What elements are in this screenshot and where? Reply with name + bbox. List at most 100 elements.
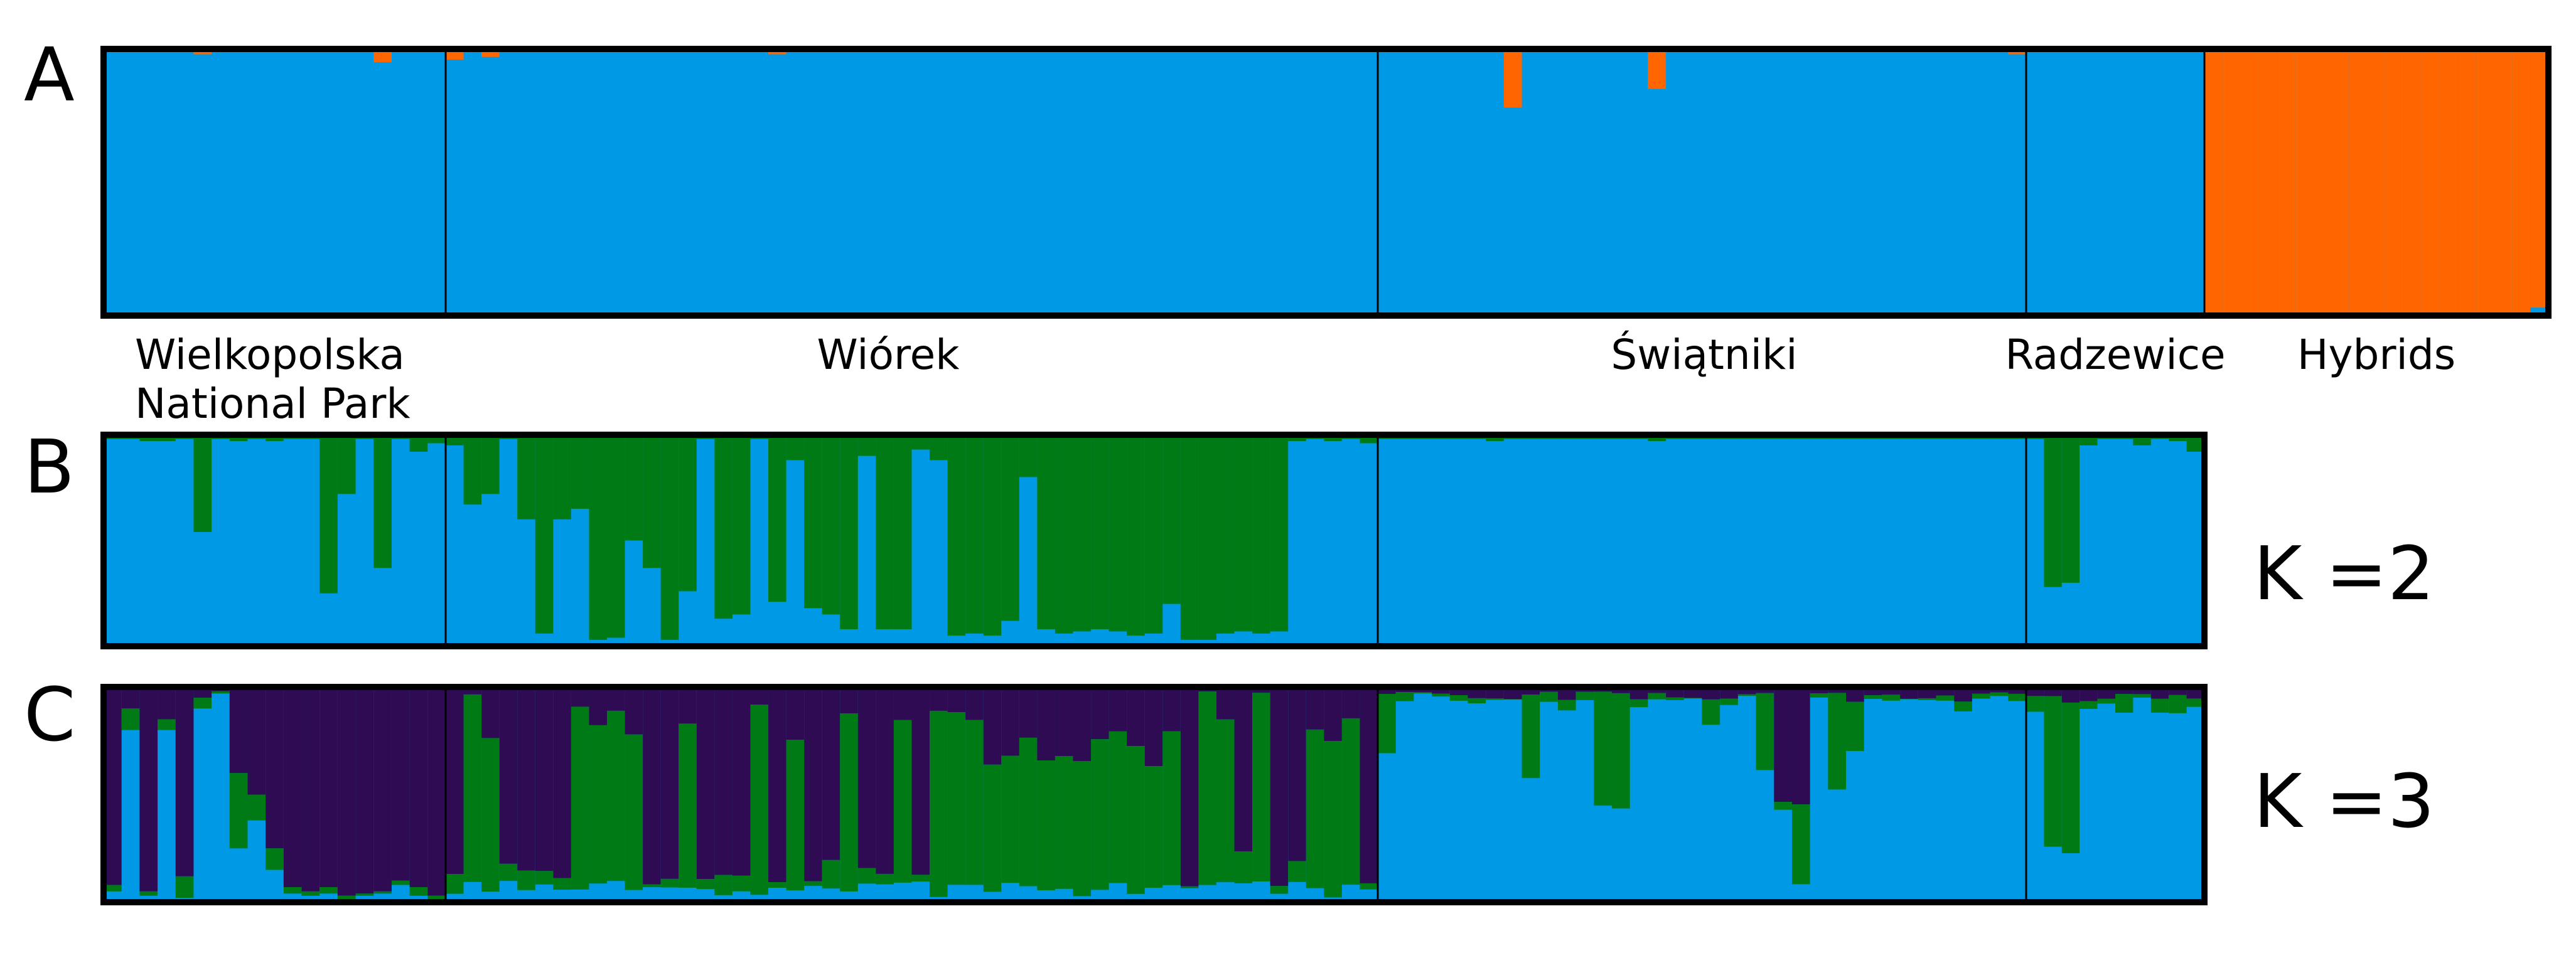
- bar-green: [1648, 435, 1666, 442]
- bar-blue: [193, 687, 212, 902]
- bar-blue: [1900, 687, 1919, 902]
- bar-green: [1162, 731, 1181, 885]
- bar-blue: [1918, 435, 1937, 646]
- bar-orange: [2494, 49, 2513, 313]
- bar-blue: [1612, 49, 1631, 316]
- bar-green: [1180, 886, 1199, 888]
- bar-blue: [158, 49, 176, 316]
- bar-green: [1629, 699, 1649, 708]
- bar-blue: [553, 49, 572, 316]
- bar-blue: [786, 49, 805, 316]
- bar-blue: [301, 49, 320, 316]
- bar-blue: [121, 435, 140, 646]
- bar-green: [355, 893, 374, 896]
- bar-green: [589, 725, 608, 884]
- bar-green: [607, 435, 626, 638]
- bar-green: [1108, 731, 1127, 883]
- bar-green: [104, 885, 122, 892]
- bar-blue: [1972, 687, 1991, 902]
- bar-blue: [1540, 687, 1559, 902]
- bar-blue: [1557, 687, 1577, 902]
- bar-green: [337, 435, 357, 494]
- bar-blue: [1540, 49, 1559, 316]
- bar-green: [373, 891, 392, 894]
- bar-green: [1073, 435, 1092, 632]
- bar-purple: [804, 687, 823, 881]
- bar-green: [1882, 695, 1901, 701]
- bar-purple: [158, 687, 176, 720]
- bar-green: [1162, 435, 1181, 604]
- bar-green: [2150, 698, 2169, 713]
- bar-blue: [1846, 49, 1865, 316]
- bar-blue: [1503, 435, 1523, 646]
- bar-green: [1180, 435, 1199, 640]
- bar-green: [1019, 737, 1038, 886]
- bar-blue: [1936, 687, 1955, 902]
- bar-blue: [1055, 49, 1074, 316]
- bar-green: [893, 720, 913, 883]
- bar-green: [930, 435, 948, 461]
- bar-orange: [2457, 49, 2477, 313]
- bar-green: [2061, 702, 2080, 854]
- bar-green: [679, 723, 697, 888]
- bar-blue: [1288, 435, 1307, 646]
- bar-blue: [2080, 687, 2098, 902]
- bar-purple: [1180, 687, 1199, 886]
- bar-blue: [2044, 49, 2063, 316]
- panel-b-plot: [100, 432, 2208, 649]
- bar-purple: [391, 687, 411, 881]
- bar-blue: [1954, 49, 1973, 316]
- bar-green: [1144, 766, 1163, 888]
- bar-purple: [571, 687, 590, 707]
- bar-blue: [911, 435, 930, 646]
- bar-blue: [2169, 435, 2187, 646]
- bar-blue: [319, 49, 338, 316]
- bar-blue: [1828, 435, 1847, 646]
- bar-green: [193, 435, 212, 533]
- bar-green: [893, 435, 913, 630]
- bar-green: [1972, 693, 1991, 699]
- bar-blue: [607, 49, 626, 316]
- bar-green: [1270, 886, 1289, 894]
- panel-c-plot: [100, 684, 2208, 905]
- bar-blue: [1288, 49, 1307, 316]
- bar-green: [2061, 435, 2080, 583]
- bar-green: [768, 882, 787, 888]
- bar-blue: [911, 49, 930, 316]
- bar-blue: [409, 49, 428, 316]
- population-label: Wiórek: [817, 331, 960, 379]
- bar-blue: [1774, 49, 1793, 316]
- bar-purple: [679, 687, 697, 724]
- bar-blue: [1575, 49, 1594, 316]
- bar-green: [732, 435, 751, 615]
- bar-blue: [589, 49, 608, 316]
- bar-purple: [229, 687, 249, 774]
- bar-purple: [427, 687, 446, 896]
- bar-blue: [391, 435, 411, 646]
- bar-green: [1341, 718, 1361, 885]
- bar-purple: [266, 687, 284, 849]
- bar-purple: [965, 687, 984, 720]
- bar-purple: [247, 687, 266, 795]
- bar-green: [1091, 435, 1110, 630]
- bar-blue: [463, 49, 482, 316]
- bar-blue: [1521, 435, 1540, 646]
- bar-blue: [2061, 49, 2080, 316]
- bar-green: [1127, 435, 1146, 636]
- bar-green: [1756, 693, 1774, 770]
- bar-purple: [732, 687, 751, 876]
- bar-blue: [2150, 435, 2169, 646]
- bar-blue: [1990, 687, 2009, 902]
- bar-purple: [1557, 687, 1577, 700]
- bar-purple: [1810, 687, 1828, 694]
- bar-blue: [1216, 49, 1235, 316]
- bar-green: [2044, 435, 2063, 587]
- bar-blue: [625, 49, 643, 316]
- bar-purple: [1037, 687, 1056, 760]
- bar-blue: [1900, 435, 1919, 646]
- bar-blue: [409, 435, 428, 646]
- bar-purple: [535, 687, 554, 871]
- bar-blue: [1198, 49, 1217, 316]
- bar-green: [1810, 693, 1828, 698]
- bar-purple: [1791, 687, 1811, 805]
